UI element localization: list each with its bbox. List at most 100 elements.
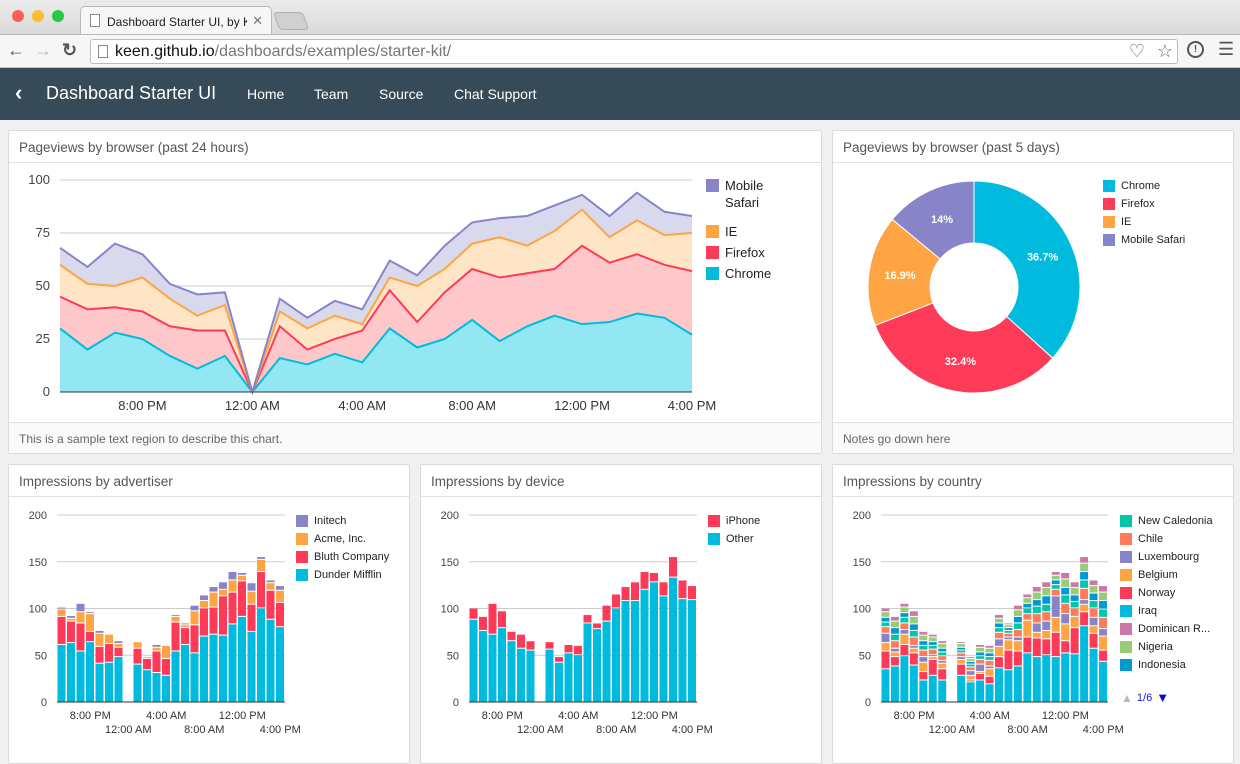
legend-swatch xyxy=(708,533,720,545)
legend-item[interactable]: Firefox xyxy=(706,242,806,263)
heart-icon[interactable]: ♡ xyxy=(1128,41,1145,61)
nav-source[interactable]: Source xyxy=(379,86,424,102)
browser-tab[interactable]: Dashboard Starter UI, by Keen ✕ xyxy=(80,6,272,35)
nav-team[interactable]: Team xyxy=(314,86,349,102)
legend-swatch xyxy=(706,179,719,192)
legend-swatch xyxy=(1120,551,1132,563)
legend-item[interactable]: Nigeria xyxy=(1120,638,1230,656)
forward-icon[interactable]: → xyxy=(34,40,52,60)
legend-label: IE xyxy=(1121,216,1132,228)
card-pageviews-5d: Pageviews by browser (past 5 days) Notes… xyxy=(832,130,1234,454)
minimize-window-button[interactable] xyxy=(32,10,44,22)
card-title: Pageviews by browser (past 5 days) xyxy=(833,131,1233,163)
legend: iPhone Other xyxy=(708,512,818,548)
legend-item[interactable]: New Caledonia xyxy=(1120,512,1230,530)
pager-up-icon[interactable]: ▲ xyxy=(1121,690,1133,705)
card-title: Impressions by advertiser xyxy=(9,465,409,497)
legend-item[interactable]: iPhone xyxy=(708,512,818,530)
page-icon xyxy=(98,45,108,58)
card-device: Impressions by device iPhone Other xyxy=(420,464,822,764)
pager-label: 1/6 xyxy=(1136,691,1153,704)
legend-item[interactable]: Iraq xyxy=(1120,602,1230,620)
page-icon xyxy=(90,14,100,27)
brand-title[interactable]: Dashboard Starter UI xyxy=(46,83,217,103)
back-chevron-icon[interactable]: ‹ xyxy=(15,80,23,105)
legend-item[interactable]: Dunder Mifflin xyxy=(296,566,406,584)
legend-label: IE xyxy=(725,224,738,239)
legend-item[interactable]: Mobile Safari xyxy=(706,178,806,219)
legend-label: Belgium xyxy=(1138,569,1178,581)
nav-home[interactable]: Home xyxy=(247,86,285,102)
legend-label: Luxembourg xyxy=(1138,551,1200,563)
legend-swatch xyxy=(706,246,719,259)
legend-swatch xyxy=(296,551,308,563)
url-path: /dashboards/examples/starter-kit/ xyxy=(214,43,452,60)
card-advertiser: Impressions by advertiser Initech Acme, I… xyxy=(8,464,410,764)
maximize-window-button[interactable] xyxy=(52,10,64,22)
legend-item[interactable]: Chile xyxy=(1120,530,1230,548)
pager-down-icon[interactable]: ▼ xyxy=(1156,690,1170,705)
bookmark-star-icon[interactable]: ☆ xyxy=(1156,41,1173,61)
card-pageviews-24h: Pageviews by browser (past 24 hours) Thi… xyxy=(8,130,822,454)
legend-label: Norway xyxy=(1138,587,1176,599)
card-title: Impressions by country xyxy=(833,465,1233,497)
legend-swatch xyxy=(708,515,720,527)
legend-item[interactable]: Bluth Company xyxy=(296,548,406,566)
legend-item[interactable]: Acme, Inc. xyxy=(296,530,406,548)
legend-item[interactable]: IE xyxy=(1103,213,1228,231)
legend-swatch xyxy=(296,569,308,581)
legend-label: New Caledonia xyxy=(1138,515,1213,527)
legend-item[interactable]: Belgium xyxy=(1120,566,1230,584)
legend: Mobile Safari IE Firefox Chrome xyxy=(706,178,806,284)
close-tab-icon[interactable]: ✕ xyxy=(252,13,263,28)
close-window-button[interactable] xyxy=(12,10,24,22)
legend-item[interactable]: Chrome xyxy=(706,263,806,284)
legend-label: Dunder Mifflin xyxy=(314,569,382,581)
legend-item[interactable]: Firefox xyxy=(1103,195,1228,213)
legend-label: Iraq xyxy=(1138,605,1157,617)
legend-swatch xyxy=(706,267,719,280)
back-icon[interactable]: ← xyxy=(7,40,25,60)
card-footer: This is a sample text region to describe… xyxy=(9,422,821,453)
legend-label: Other xyxy=(726,533,754,545)
legend-swatch xyxy=(1120,515,1132,527)
legend-label: Firefox xyxy=(725,245,765,260)
legend-label: Bluth Company xyxy=(314,551,390,563)
legend-item[interactable]: Dominican R... xyxy=(1120,620,1230,638)
legend-item[interactable]: Other xyxy=(708,530,818,548)
legend-swatch xyxy=(1103,198,1115,210)
legend-item[interactable]: Mobile Safari xyxy=(1103,231,1228,249)
legend-label: Chrome xyxy=(1121,180,1161,192)
legend-label: Indonesia xyxy=(1138,659,1186,671)
legend-label: Initech xyxy=(314,515,347,527)
legend-swatch xyxy=(1120,623,1132,635)
legend-label: iPhone xyxy=(726,515,761,527)
menu-icon[interactable]: ☰ xyxy=(1218,39,1235,59)
legend-swatch xyxy=(706,225,719,238)
legend: Chrome Firefox IE Mobile Safari xyxy=(1103,177,1228,249)
card-footer: Notes go down here xyxy=(833,422,1233,453)
legend-item[interactable]: Norway xyxy=(1120,584,1230,602)
legend-item[interactable]: Luxembourg xyxy=(1120,548,1230,566)
url-host: keen.github.io xyxy=(115,43,215,60)
legend-item[interactable]: IE xyxy=(706,221,806,242)
extension-icon[interactable]: ! xyxy=(1187,41,1204,58)
app-navbar: ‹ Dashboard Starter UI Home Team Source … xyxy=(0,68,1240,120)
legend-label: Chrome xyxy=(725,266,772,281)
nav-chat-support[interactable]: Chat Support xyxy=(454,86,537,102)
browser-tab-bar: Dashboard Starter UI, by Keen ✕ xyxy=(0,0,1240,35)
address-bar[interactable]: keen.github.io/dashboards/examples/start… xyxy=(90,39,1178,64)
reload-icon[interactable]: ↻ xyxy=(62,40,78,60)
legend-swatch xyxy=(1120,587,1132,599)
legend: New Caledonia Chile Luxembourg Belgium Norwa… xyxy=(1120,512,1230,674)
legend-swatch xyxy=(1103,216,1115,228)
new-tab-button[interactable] xyxy=(272,12,310,30)
legend-item[interactable]: Indonesia xyxy=(1120,656,1230,674)
legend-item[interactable]: Initech xyxy=(296,512,406,530)
legend-label: Chile xyxy=(1138,533,1164,545)
legend-swatch xyxy=(296,533,308,545)
legend-swatch xyxy=(1103,180,1115,192)
card-title: Pageviews by browser (past 24 hours) xyxy=(9,131,821,163)
legend-item[interactable]: Chrome xyxy=(1103,177,1228,195)
legend-label: Mobile Safari xyxy=(1121,234,1186,246)
